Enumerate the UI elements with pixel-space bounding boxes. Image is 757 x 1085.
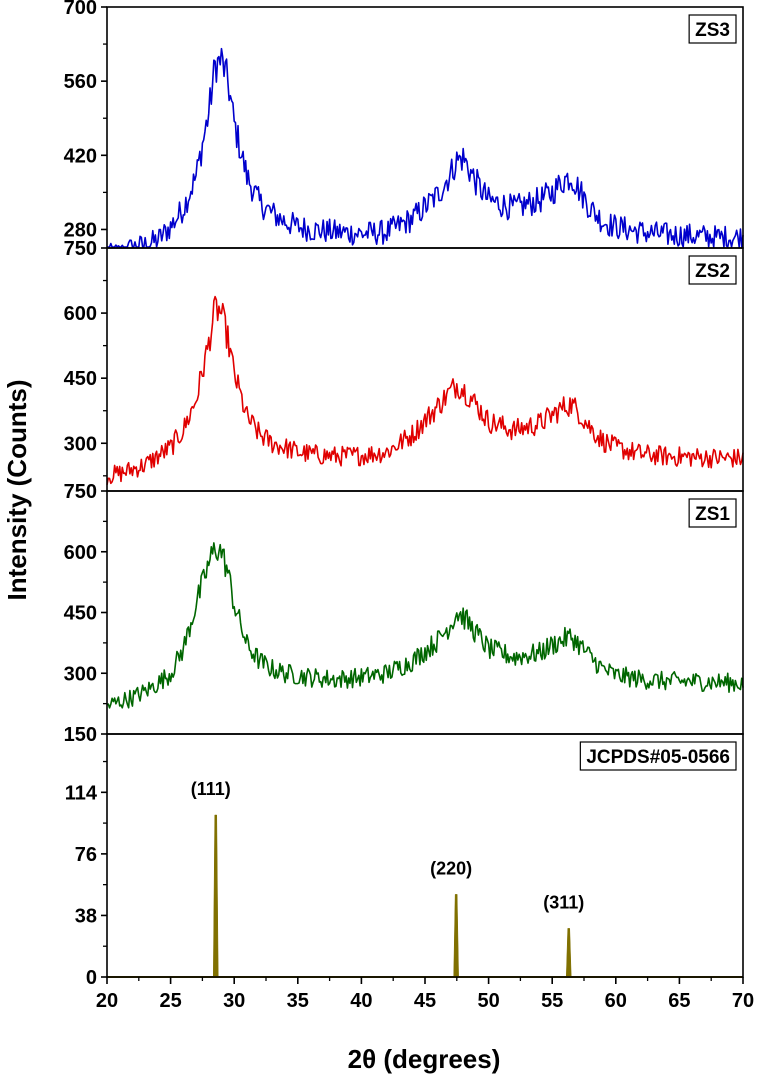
- y-tick-label-zs2: 300: [64, 433, 97, 455]
- panel-label-jcpds-05-0566: JCPDS#05-0566: [586, 747, 730, 768]
- x-axis-title: 2θ (degrees): [348, 1044, 501, 1074]
- panel-label-box-zs3: [688, 14, 737, 44]
- y-tick-label-jcpds-05-0566: 38: [75, 905, 97, 927]
- y-tick-label-zs1: 450: [64, 603, 97, 625]
- reference-peak-1: [453, 894, 459, 978]
- panel-frame-zs3: [106, 6, 744, 249]
- x-tick-label: 25: [159, 990, 181, 1012]
- reference-peak-2: [565, 928, 572, 978]
- y-tick-label-zs3: 560: [64, 71, 97, 93]
- panel-label-box-jcpds-05-0566: [579, 741, 737, 771]
- y-tick-label-zs3: 280: [64, 219, 97, 241]
- panel-frame-zs1: [106, 490, 744, 735]
- y-tick-label-zs1: 300: [64, 663, 97, 685]
- panel-frame-zs2: [106, 247, 744, 492]
- x-tick-label: 60: [605, 990, 627, 1012]
- peak-label-1: (220): [430, 858, 472, 878]
- x-tick-label: 45: [414, 990, 436, 1012]
- y-tick-label-zs3: 420: [64, 145, 97, 167]
- y-tick-label-jcpds-05-0566: 76: [75, 844, 97, 866]
- panel-label-zs3: ZS3: [695, 20, 730, 41]
- y-tick-label-zs1: 600: [64, 542, 97, 564]
- y-tick-label-jcpds-05-0566: 0: [86, 967, 97, 989]
- y-tick-label-zs1: 150: [64, 724, 97, 746]
- reference-peak-0: [213, 814, 219, 978]
- x-tick-label: 40: [350, 990, 372, 1012]
- x-tick-label: 55: [541, 990, 563, 1012]
- x-tick-label: 30: [223, 990, 245, 1012]
- y-tick-label-jcpds-05-0566: 114: [65, 782, 98, 804]
- y-tick-label-zs2: 750: [64, 238, 97, 260]
- panel-label-box-zs1: [688, 498, 737, 528]
- series-line-zs1: [106, 542, 744, 709]
- x-tick-label: 35: [287, 990, 309, 1012]
- y-tick-label-zs1: 750: [64, 481, 97, 503]
- y-tick-label-zs2: 450: [64, 368, 97, 390]
- series-line-zs2: [106, 295, 744, 485]
- panel-label-zs2: ZS2: [695, 261, 730, 282]
- y-tick-label-zs2: 600: [64, 303, 97, 325]
- x-tick-label: 65: [668, 990, 690, 1012]
- panel-label-box-zs2: [688, 255, 737, 285]
- y-tick-label-zs3: 700: [64, 0, 97, 19]
- x-tick-label: 50: [477, 990, 499, 1012]
- series-line-zs3: [107, 47, 744, 248]
- peak-label-0: (111): [191, 779, 231, 799]
- y-axis-title: Intensity (Counts): [2, 380, 32, 601]
- x-tick-label: 70: [732, 990, 754, 1012]
- peak-label-2: (311): [543, 892, 584, 912]
- x-tick-label: 20: [96, 990, 118, 1012]
- panel-label-zs1: ZS1: [695, 504, 730, 525]
